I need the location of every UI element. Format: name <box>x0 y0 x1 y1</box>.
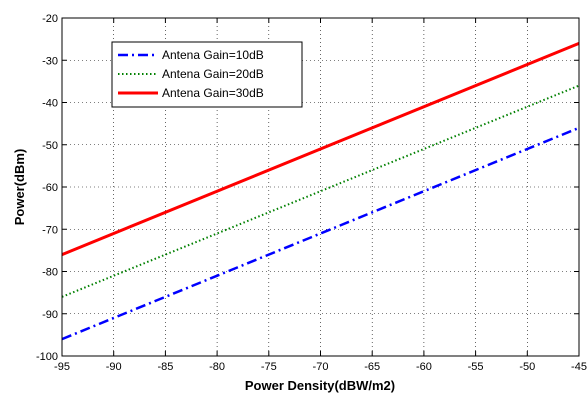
x-tick-label: -95 <box>54 361 70 373</box>
x-tick-label: -45 <box>571 361 587 373</box>
y-tick-label: -40 <box>42 98 58 110</box>
y-tick-label: -100 <box>36 351 58 363</box>
x-tick-label: -50 <box>519 361 535 373</box>
y-tick-label: -30 <box>42 55 58 67</box>
x-tick-label: -55 <box>468 361 484 373</box>
axis-ticks: -95 -90 -85 -80 -75 -70 -65 -60 -55 -50 -45 -100 -90… <box>36 13 587 373</box>
legend-box <box>111 41 303 108</box>
series-line-2 <box>61 84 580 298</box>
y-axis-label: Power(dBm) <box>12 149 27 226</box>
legend-entry-1: Antena Gain=10dB <box>162 48 264 62</box>
series-line-3 <box>61 41 580 256</box>
x-tick-label: -65 <box>364 361 380 373</box>
y-tick-label: -20 <box>42 13 58 25</box>
x-tick-label: -90 <box>106 361 122 373</box>
series-line-1 <box>61 126 580 341</box>
y-tick-label: -90 <box>42 309 58 321</box>
y-tick-label: -70 <box>42 224 58 236</box>
legend-entry-2: Antena Gain=20dB <box>162 67 264 81</box>
legend: Antena Gain=10dB Antena Gain=20dB Antena G… <box>111 41 303 108</box>
x-tick-label: -85 <box>157 361 173 373</box>
x-tick-label: -70 <box>313 361 329 373</box>
legend-entry-3: Antena Gain=30dB <box>162 86 264 100</box>
y-tick-label: -60 <box>42 182 58 194</box>
x-axis-label: Power Density(dBW/m2) <box>245 378 395 393</box>
x-tick-label: -60 <box>416 361 432 373</box>
series-lines <box>61 41 580 341</box>
y-tick-label: -80 <box>42 267 58 279</box>
x-tick-label: -80 <box>209 361 225 373</box>
y-tick-label: -50 <box>42 140 58 152</box>
x-tick-label: -75 <box>261 361 277 373</box>
